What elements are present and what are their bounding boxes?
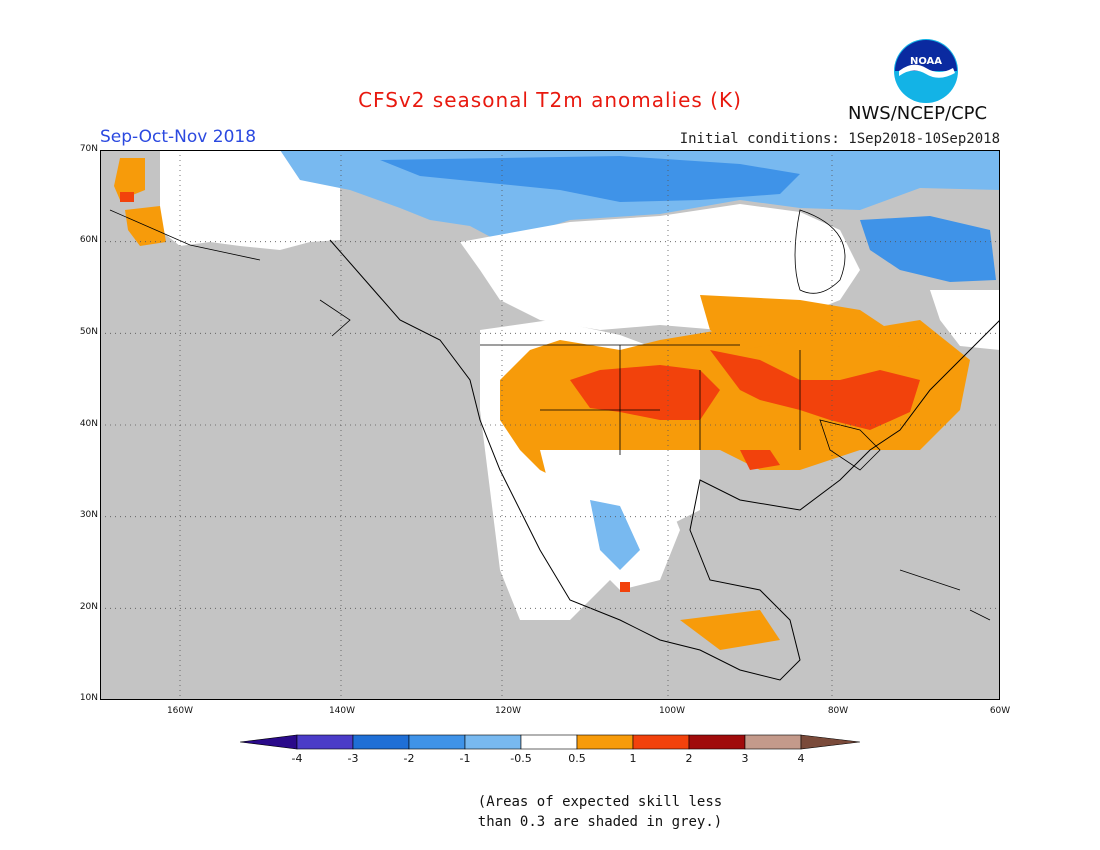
colorbar-tick: -0.5 (510, 752, 532, 765)
lon-label: 80W (827, 706, 849, 716)
lon-label: 60W (989, 706, 1011, 716)
lat-label: 40N (79, 419, 98, 429)
svg-text:NOAA: NOAA (910, 56, 942, 67)
coastline (329, 239, 1000, 681)
lat-label: 30N (79, 510, 98, 520)
lon-label: 160W (166, 706, 194, 716)
lat-label: 60N (79, 235, 98, 245)
colorbar-tick: 3 (741, 752, 749, 765)
colorbar-tick: 2 (685, 752, 693, 765)
lat-label: 10N (79, 693, 98, 703)
colorbar-tick: -3 (347, 752, 359, 765)
colorbar-tick: 1 (629, 752, 637, 765)
colorbar-tick: 0.5 (568, 752, 586, 765)
graticule (100, 150, 1000, 700)
skill-footnote: (Areas of expected skill less than 0.3 a… (400, 792, 800, 832)
lat-label: 20N (79, 602, 98, 612)
colorbar-tick: -2 (403, 752, 415, 765)
alaska-warm (114, 158, 166, 246)
anomaly-map (100, 150, 1000, 700)
mexico-cold (590, 500, 640, 570)
us-warm (500, 320, 970, 480)
lon-label: 100W (658, 706, 686, 716)
colorbar-tick: -4 (291, 752, 303, 765)
colorbar-upper-arrow (800, 734, 860, 750)
lat-label: 70N (79, 144, 98, 154)
alaska-near-normal (160, 150, 340, 250)
colorbar-tick: -1 (459, 752, 471, 765)
forecast-period: Sep-Oct-Nov 2018 (100, 127, 257, 147)
agency-label: NWS/NCEP/CPC (848, 103, 988, 124)
colorbar-tick: 4 (797, 752, 805, 765)
footnote-line: than 0.3 are shaded in grey.) (477, 814, 723, 830)
colorbar-lower-arrow (240, 734, 298, 750)
lon-label: 120W (494, 706, 522, 716)
lon-label: 140W (328, 706, 356, 716)
lat-label: 50N (79, 327, 98, 337)
us-strong-warm (570, 365, 720, 420)
initial-conditions: Initial conditions: 1Sep2018-10Sep2018 (679, 131, 1000, 147)
footnote-line: (Areas of expected skill less (477, 794, 723, 810)
map-title: CFSv2 seasonal T2m anomalies (K) (358, 88, 742, 112)
noaa-logo: NOAA (894, 39, 958, 103)
colorbar (240, 734, 860, 750)
